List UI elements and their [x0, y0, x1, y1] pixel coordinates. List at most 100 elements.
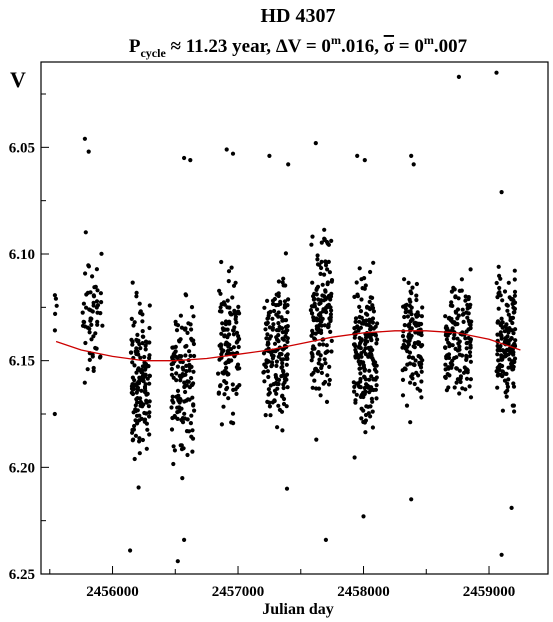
data-point: [229, 420, 234, 425]
data-point: [508, 315, 513, 320]
data-point: [467, 350, 473, 355]
data-point: [446, 385, 451, 390]
data-point: [281, 385, 286, 391]
data-point: [92, 285, 97, 290]
data-point: [329, 349, 334, 354]
data-point: [357, 384, 362, 389]
data-point: [147, 410, 152, 415]
data-point: [496, 264, 501, 269]
data-point: [281, 368, 286, 373]
data-point: [52, 293, 58, 298]
data-point: [420, 343, 425, 348]
data-point: [466, 327, 471, 332]
data-point: [282, 377, 287, 382]
data-point: [374, 341, 379, 346]
x-tick-label: 2456000: [86, 584, 139, 600]
data-point: [317, 357, 322, 362]
data-point: [219, 422, 224, 427]
data-point: [172, 448, 177, 453]
data-point: [498, 372, 503, 377]
data-point: [406, 342, 411, 347]
x-axis-label: Julian day: [262, 601, 334, 618]
data-point: [502, 350, 507, 355]
data-point: [225, 298, 230, 303]
data-point: [132, 423, 137, 429]
data-point: [140, 319, 145, 324]
data-point: [262, 379, 267, 384]
data-point: [219, 352, 224, 357]
data-point: [272, 308, 277, 314]
data-point: [169, 366, 174, 372]
data-point: [329, 278, 335, 283]
data-point: [325, 303, 330, 308]
data-point: [457, 352, 462, 357]
data-point: [460, 386, 465, 391]
data-point: [233, 317, 238, 322]
data-point: [144, 446, 149, 451]
data-point: [409, 497, 414, 502]
data-point: [93, 345, 98, 351]
data-point: [188, 158, 193, 163]
data-point: [365, 312, 370, 317]
data-point: [406, 280, 411, 285]
data-point: [186, 321, 191, 326]
data-point: [190, 338, 195, 343]
data-point: [359, 416, 364, 421]
data-point: [464, 341, 469, 346]
data-point: [139, 370, 144, 375]
data-point: [182, 411, 187, 416]
data-point: [185, 330, 190, 335]
data-point: [500, 298, 505, 303]
data-point: [511, 331, 516, 336]
data-point: [227, 321, 232, 326]
data-point: [223, 319, 229, 324]
data-point: [280, 428, 285, 433]
data-point: [512, 356, 518, 361]
data-point: [265, 369, 270, 374]
data-point: [419, 314, 424, 319]
data-point: [140, 329, 145, 334]
data-point: [419, 395, 424, 400]
data-point: [405, 314, 410, 319]
data-point: [315, 257, 320, 262]
data-point: [183, 326, 188, 331]
data-point: [53, 311, 58, 316]
data-point: [170, 356, 175, 362]
data-point: [137, 418, 142, 423]
data-point: [147, 381, 152, 386]
data-point: [143, 388, 148, 393]
data-point: [226, 332, 232, 337]
data-point: [217, 343, 222, 348]
data-point: [401, 304, 406, 309]
data-point: [225, 372, 230, 377]
data-point: [86, 149, 91, 154]
data-point: [362, 375, 367, 380]
data-point: [223, 361, 228, 366]
data-point: [468, 359, 473, 364]
data-point: [86, 264, 91, 269]
data-point: [369, 374, 374, 379]
data-point: [309, 358, 314, 363]
data-point: [189, 305, 195, 310]
data-point: [147, 432, 152, 437]
data-point: [319, 298, 324, 303]
data-point: [172, 351, 177, 356]
data-point: [408, 289, 413, 294]
data-point: [400, 377, 406, 382]
subtitle-approx: ≈ 11.23 year,: [166, 36, 276, 57]
data-point: [465, 370, 470, 375]
data-point: [329, 338, 334, 343]
data-point: [98, 311, 103, 316]
data-point: [451, 287, 456, 292]
data-point: [319, 240, 324, 245]
data-point: [412, 381, 417, 387]
x-tick-label: 2459000: [463, 584, 516, 600]
data-point: [132, 320, 137, 325]
data-point: [285, 339, 290, 344]
data-point: [355, 294, 360, 299]
data-point: [319, 259, 324, 264]
data-point: [320, 282, 325, 287]
data-point: [456, 74, 461, 79]
data-point: [140, 437, 145, 443]
data-point: [93, 331, 98, 336]
